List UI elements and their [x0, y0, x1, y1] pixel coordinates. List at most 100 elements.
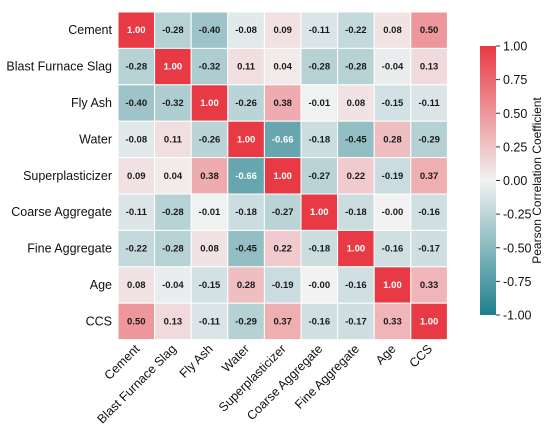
cell-value-label: -0.19 — [272, 280, 294, 291]
row-label: Fine Aggregate — [27, 242, 112, 256]
cell-value-label: 0.09 — [127, 171, 146, 182]
heatmap-cell-labels: 1.00 -0.28 -0.40 -0.08 0.09 -0.11 -0.22 0.08 0.5… — [125, 25, 440, 327]
heatmap-cell — [300, 266, 339, 304]
cell-value-label: 1.00 — [420, 316, 439, 327]
row-labels: Cement Blast Furnace Slag Fly Ash Water Supe… — [6, 23, 112, 328]
cell-value-label: -0.28 — [162, 25, 184, 36]
heatmap-cell — [300, 157, 339, 195]
heatmap-cell — [117, 47, 156, 86]
heatmap-cell — [190, 302, 229, 341]
cell-value-label: -0.15 — [382, 98, 404, 109]
heatmap-cell — [117, 193, 156, 231]
cell-value-label: -0.26 — [235, 98, 257, 109]
heatmap-cell — [227, 302, 265, 341]
cell-value-label: 0.22 — [273, 244, 292, 255]
heatmap-cell — [410, 84, 448, 122]
heatmap-cell — [263, 302, 302, 341]
cell-value-label: -0.19 — [382, 171, 404, 182]
cell-value-label: -0.17 — [418, 244, 440, 255]
cell-value-label: -0.04 — [162, 280, 184, 291]
cell-value-label: 1.00 — [310, 207, 329, 218]
cell-value-label: 0.04 — [273, 62, 292, 73]
heatmap-cell — [117, 84, 156, 122]
cell-value-label: -0.28 — [125, 62, 147, 73]
cell-value-label: -0.01 — [308, 98, 330, 109]
heatmap-cell — [117, 229, 156, 268]
heatmap-cell — [227, 193, 265, 231]
column-label: CCS — [407, 342, 436, 371]
heatmap-cell — [300, 302, 339, 341]
row-label: Age — [90, 278, 112, 292]
cell-value-label: 0.28 — [237, 280, 256, 291]
colorbar-tick-label: 0.25 — [503, 140, 527, 154]
heatmap-cell — [373, 11, 412, 49]
cell-value-label: 1.00 — [127, 25, 146, 36]
heatmap-cell — [410, 302, 448, 341]
cell-value-label: -0.32 — [199, 62, 221, 73]
heatmap-cell — [263, 266, 302, 304]
heatmap-cell — [337, 302, 375, 341]
cell-value-label: 1.00 — [383, 280, 402, 291]
cell-value-label: -0.28 — [345, 62, 367, 73]
heatmap-cell — [227, 266, 265, 304]
cell-value-label: 0.11 — [164, 134, 183, 145]
heatmap-cell — [190, 266, 229, 304]
cell-value-label: 0.38 — [273, 98, 292, 109]
cell-value-label: -0.18 — [308, 134, 330, 145]
row-label: Blast Furnace Slag — [6, 60, 112, 74]
heatmap-cell — [263, 84, 302, 122]
cell-value-label: 1.00 — [237, 134, 256, 145]
heatmap-cell — [154, 11, 192, 49]
cell-value-label: 0.33 — [383, 316, 402, 327]
cell-value-label: -0.18 — [345, 207, 367, 218]
cell-value-label: -0.11 — [199, 316, 221, 327]
cell-value-label: -0.01 — [199, 207, 221, 218]
cell-value-label: -0.11 — [309, 25, 331, 36]
cell-value-label: 0.50 — [420, 25, 439, 36]
cell-value-label: -0.32 — [162, 98, 184, 109]
heatmap-cell — [117, 266, 156, 304]
heatmap-cell — [154, 229, 192, 268]
cell-value-label: 1.00 — [200, 98, 219, 109]
heatmap-cell — [263, 47, 302, 86]
cell-value-label: -0.18 — [235, 207, 257, 218]
heatmap-cell — [154, 120, 192, 159]
heatmap-cell — [300, 193, 339, 231]
cell-value-label: -0.28 — [162, 244, 184, 255]
cell-value-label: -0.28 — [308, 62, 330, 73]
heatmap-cell — [190, 47, 229, 86]
cell-value-label: 0.38 — [200, 171, 219, 182]
cell-value-label: 0.28 — [383, 134, 402, 145]
cell-value-label: -0.00 — [308, 280, 330, 291]
heatmap-cell — [190, 84, 229, 122]
cell-value-label: -0.22 — [345, 25, 367, 36]
column-label: Fine Aggregate — [292, 342, 362, 412]
cell-value-label: -0.29 — [235, 316, 257, 327]
cell-value-label: -0.66 — [272, 134, 294, 145]
colorbar-tick-label: -0.50 — [503, 241, 532, 255]
heatmap-cell — [227, 120, 265, 159]
row-label: Superplasticizer — [23, 169, 112, 183]
colorbar-tick-label: 0.50 — [503, 107, 527, 121]
colorbar-label: Pearson Correlation Coefficient — [530, 97, 544, 264]
cell-value-label: 0.08 — [347, 98, 366, 109]
cell-value-label: -0.40 — [125, 98, 147, 109]
cell-value-label: -0.15 — [199, 280, 221, 291]
cell-value-label: 0.08 — [200, 244, 219, 255]
cell-value-label: 0.09 — [273, 25, 292, 36]
cell-value-label: -0.27 — [272, 207, 294, 218]
cell-value-label: -0.16 — [345, 280, 367, 291]
cell-value-label: 0.37 — [273, 316, 292, 327]
column-label: Water — [219, 342, 252, 375]
cell-value-label: 0.37 — [420, 171, 439, 182]
heatmap-cell — [117, 11, 156, 49]
heatmap-cell — [410, 157, 448, 195]
cell-value-label: 1.00 — [273, 171, 292, 182]
cell-value-label: 0.04 — [164, 171, 183, 182]
cell-value-label: -0.16 — [382, 244, 404, 255]
heatmap-cell — [263, 193, 302, 231]
heatmap-cell — [300, 11, 339, 49]
colorbar-tick-label: 0.75 — [503, 73, 527, 87]
